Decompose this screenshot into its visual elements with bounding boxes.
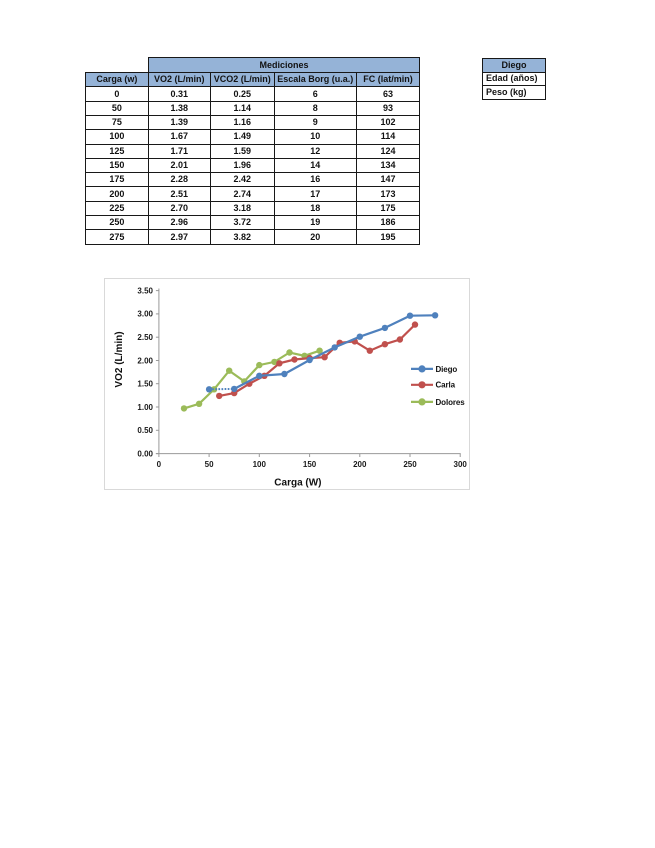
svg-text:200: 200 — [353, 460, 367, 469]
svg-text:1.00: 1.00 — [137, 403, 153, 412]
svg-text:3.00: 3.00 — [137, 310, 153, 319]
svg-text:Carla: Carla — [436, 381, 456, 390]
svg-text:3.50: 3.50 — [137, 286, 153, 295]
svg-text:250: 250 — [403, 460, 417, 469]
svg-text:1.50: 1.50 — [137, 380, 153, 389]
svg-text:0.00: 0.00 — [137, 449, 153, 458]
svg-text:2.50: 2.50 — [137, 333, 153, 342]
svg-text:Carga (W): Carga (W) — [274, 478, 321, 489]
svg-text:300: 300 — [454, 460, 468, 469]
svg-text:50: 50 — [205, 460, 214, 469]
svg-text:2.00: 2.00 — [137, 356, 153, 365]
svg-text:150: 150 — [303, 460, 317, 469]
svg-text:Diego: Diego — [436, 365, 458, 374]
svg-text:Dolores: Dolores — [436, 398, 466, 407]
svg-text:VO2 (L/min): VO2 (L/min) — [114, 331, 125, 387]
svg-text:0: 0 — [157, 460, 162, 469]
svg-text:0.50: 0.50 — [137, 426, 153, 435]
svg-text:100: 100 — [253, 460, 267, 469]
